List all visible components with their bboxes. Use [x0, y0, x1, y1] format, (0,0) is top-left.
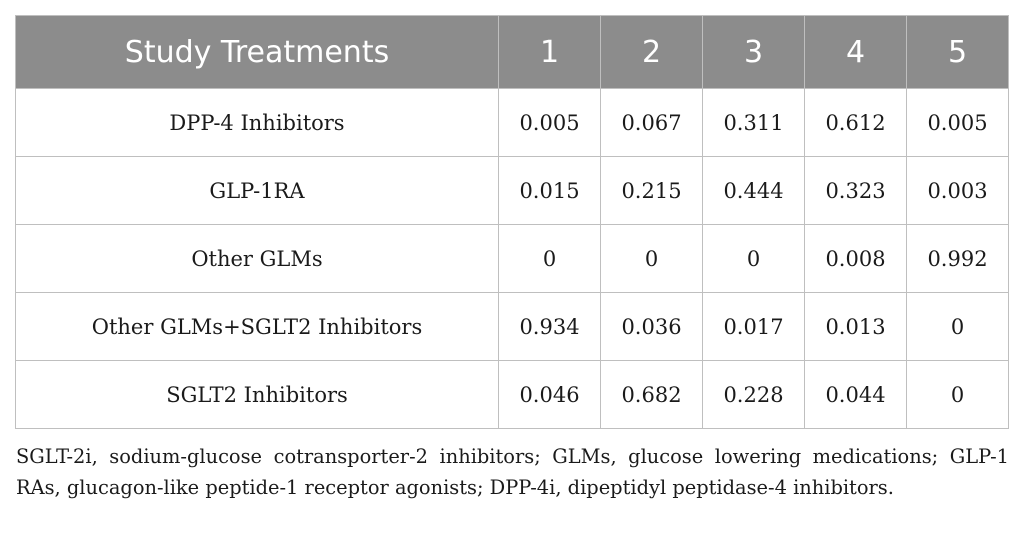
treatment-cell: SGLT2 Inhibitors	[15, 360, 499, 429]
value-cell: 0.013	[804, 292, 907, 361]
table-header: Study Treatments 1 2 3 4 5	[15, 15, 1009, 89]
treatment-cell: Other GLMs	[15, 224, 499, 293]
value-cell: 0.323	[804, 156, 907, 225]
results-table: Study Treatments 1 2 3 4 5 DPP-4 Inhibit…	[15, 15, 1009, 429]
value-cell: 0.682	[600, 360, 703, 429]
header-col-4: 4	[804, 15, 907, 89]
value-cell: 0.444	[702, 156, 805, 225]
table-footnote: SGLT-2i, sodium-glucose cotransporter-2 …	[16, 445, 1009, 499]
value-cell: 0.017	[702, 292, 805, 361]
header-col-5: 5	[906, 15, 1009, 89]
table-row: Other GLMs 0 0 0 0.008 0.992	[15, 224, 1009, 293]
value-cell: 0.612	[804, 88, 907, 157]
table-row: DPP-4 Inhibitors 0.005 0.067 0.311 0.612…	[15, 88, 1009, 157]
value-cell: 0	[906, 292, 1009, 361]
header-col-2: 2	[600, 15, 703, 89]
value-cell: 0	[498, 224, 601, 293]
treatment-cell: GLP-1RA	[15, 156, 499, 225]
header-row: Study Treatments 1 2 3 4 5	[15, 15, 1009, 89]
value-cell: 0.311	[702, 88, 805, 157]
value-cell: 0.067	[600, 88, 703, 157]
table-body: DPP-4 Inhibitors 0.005 0.067 0.311 0.612…	[15, 88, 1009, 429]
value-cell: 0	[702, 224, 805, 293]
value-cell: 0.005	[498, 88, 601, 157]
value-cell: 0.934	[498, 292, 601, 361]
table-row: SGLT2 Inhibitors 0.046 0.682 0.228 0.044…	[15, 360, 1009, 429]
treatment-cell: DPP-4 Inhibitors	[15, 88, 499, 157]
header-study-treatments: Study Treatments	[15, 15, 499, 89]
header-col-3: 3	[702, 15, 805, 89]
value-cell: 0	[600, 224, 703, 293]
value-cell: 0.008	[804, 224, 907, 293]
value-cell: 0.992	[906, 224, 1009, 293]
value-cell: 0.015	[498, 156, 601, 225]
table-row: Other GLMs+SGLT2 Inhibitors 0.934 0.036 …	[15, 292, 1009, 361]
table-row: GLP-1RA 0.015 0.215 0.444 0.323 0.003	[15, 156, 1009, 225]
value-cell: 0	[906, 360, 1009, 429]
header-col-1: 1	[498, 15, 601, 89]
value-cell: 0.046	[498, 360, 601, 429]
value-cell: 0.003	[906, 156, 1009, 225]
value-cell: 0.005	[906, 88, 1009, 157]
treatment-cell: Other GLMs+SGLT2 Inhibitors	[15, 292, 499, 361]
value-cell: 0.036	[600, 292, 703, 361]
value-cell: 0.044	[804, 360, 907, 429]
value-cell: 0.215	[600, 156, 703, 225]
value-cell: 0.228	[702, 360, 805, 429]
